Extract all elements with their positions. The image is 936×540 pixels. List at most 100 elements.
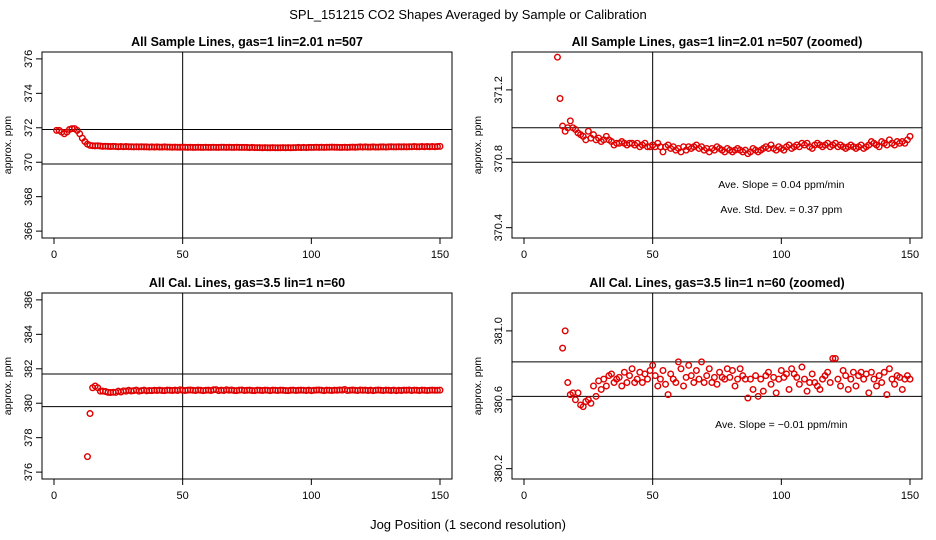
data-point	[772, 389, 780, 397]
x-tick-label: 100	[772, 490, 790, 502]
x-tick-label: 50	[647, 249, 659, 261]
x-tick-label: 50	[177, 490, 189, 502]
y-tick-label: 372	[23, 119, 35, 137]
y-tick-label: 370.8	[493, 145, 505, 173]
data-point	[870, 375, 878, 383]
data-point	[842, 372, 850, 380]
data-point	[659, 367, 667, 375]
data-point	[564, 379, 572, 387]
chart-panel-1: All Sample Lines, gas=1 lin=2.01 n=507 ap…	[2, 35, 453, 261]
data-point	[831, 354, 839, 362]
data-point	[795, 380, 803, 388]
data-point	[633, 375, 641, 383]
data-point	[607, 370, 615, 378]
y-tick-label: 384	[23, 325, 35, 343]
data-point	[602, 382, 610, 390]
data-point	[800, 375, 808, 383]
data-point	[829, 354, 837, 362]
y-tick-label: 386	[23, 291, 35, 309]
data-point	[728, 367, 736, 375]
x-tick-label: 50	[647, 490, 659, 502]
data-point	[898, 385, 906, 393]
data-point	[592, 392, 600, 400]
data-point	[685, 361, 693, 369]
x-tick-label: 0	[521, 249, 527, 261]
data-point	[618, 382, 626, 390]
data-point	[757, 375, 765, 383]
data-point	[734, 375, 742, 383]
data-point	[785, 385, 793, 393]
plot-frame	[511, 292, 923, 480]
data-point	[656, 375, 664, 383]
data-point	[703, 372, 711, 380]
data-points	[553, 53, 914, 158]
x-tick-label: 0	[51, 249, 57, 261]
data-point	[433, 143, 441, 151]
data-point	[674, 358, 682, 366]
y-tick-label: 368	[23, 187, 35, 205]
y-tick-label: 382	[23, 360, 35, 378]
data-point	[906, 375, 914, 383]
data-point	[883, 391, 891, 399]
data-point	[628, 365, 636, 373]
x-tick-label: 50	[177, 249, 189, 261]
data-point	[677, 365, 685, 373]
y-tick-label: 376	[23, 463, 35, 481]
data-point	[654, 382, 662, 390]
data-point	[752, 372, 760, 380]
data-point	[436, 386, 444, 394]
data-point	[571, 396, 579, 404]
data-point	[849, 368, 857, 376]
data-point	[867, 368, 875, 376]
y-tick-label: 370	[23, 153, 35, 171]
x-tick-label: 150	[901, 249, 919, 261]
chart-title: All Sample Lines, gas=1 lin=2.01 n=507	[131, 35, 363, 49]
data-point	[726, 373, 734, 381]
data-point	[847, 375, 855, 383]
data-point	[754, 392, 762, 400]
data-point	[803, 387, 811, 395]
data-point	[664, 391, 672, 399]
y-tick-label: 370.4	[493, 214, 505, 242]
data-point	[695, 375, 703, 383]
data-point	[83, 453, 91, 461]
data-point	[875, 372, 883, 380]
plot-frame	[511, 51, 923, 239]
data-point	[844, 385, 852, 393]
data-point	[692, 367, 700, 375]
data-point	[891, 380, 899, 388]
x-tick-label: 150	[431, 490, 449, 502]
y-tick-label: 374	[23, 84, 35, 102]
y-tick-label: 366	[23, 222, 35, 240]
data-point	[662, 380, 670, 388]
figure-x-axis-label: Jog Position (1 second resolution)	[370, 517, 566, 532]
reference-lines	[42, 293, 452, 479]
x-tick-label: 100	[302, 490, 320, 502]
annotation-text: Ave. Slope = −0.01 ppm/min	[715, 419, 847, 431]
data-point	[713, 380, 721, 388]
data-point	[852, 382, 860, 390]
data-point	[600, 375, 608, 383]
data-point	[597, 385, 605, 393]
data-point	[824, 368, 832, 376]
data-point	[826, 379, 834, 387]
y-axis-label: approx. ppm	[472, 116, 484, 175]
data-point	[649, 361, 657, 369]
data-point	[626, 372, 634, 380]
data-point	[561, 327, 569, 335]
y-tick-label: 371.2	[493, 76, 505, 104]
data-point	[777, 367, 785, 375]
y-tick-label: 381.0	[493, 317, 505, 345]
data-point	[736, 365, 744, 373]
data-point	[620, 368, 628, 376]
data-point	[436, 142, 444, 150]
chart-panel-4: All Cal. Lines, gas=3.5 lin=1 n=60 (zoom…	[472, 276, 923, 502]
data-points	[559, 327, 914, 411]
plot-frame	[41, 292, 453, 480]
data-point	[672, 379, 680, 387]
chart-panel-3: All Cal. Lines, gas=3.5 lin=1 n=60 approx…	[2, 276, 453, 502]
data-point	[651, 372, 659, 380]
data-points	[83, 382, 444, 461]
x-tick-label: 100	[772, 249, 790, 261]
